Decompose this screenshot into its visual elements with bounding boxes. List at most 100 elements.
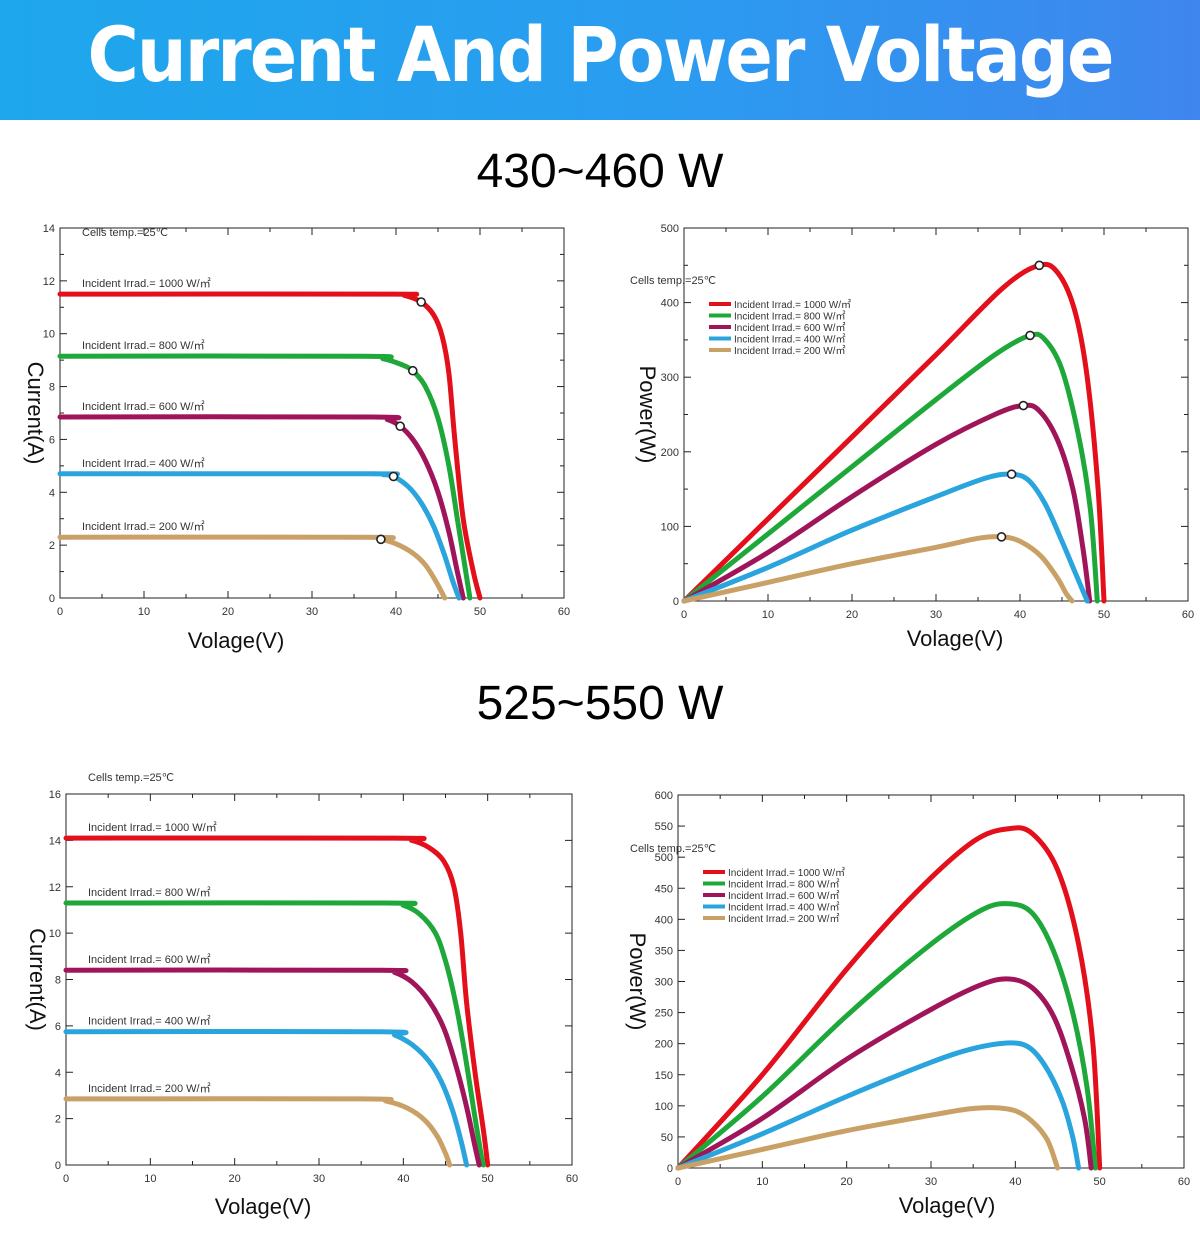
x-tick-label: 20 [229,1173,241,1185]
x-tick-label: 0 [675,1176,681,1188]
y-tick-label: 6 [55,1021,61,1033]
y-tick-label: 100 [655,1101,673,1113]
legend-label: Incident Irrad.= 600 W/㎡ [734,322,845,334]
series-label: Incident Irrad.= 1000 W/㎡ [88,821,217,834]
y-tick-label: 0 [49,593,55,605]
x-tick-label: 50 [482,1173,494,1185]
y-tick-label: 6 [49,434,55,446]
y-tick-label: 12 [43,276,55,288]
x-tick-label: 50 [474,606,486,618]
section-title-430-460: 430~460 W [476,145,724,198]
legend-label: Incident Irrad.= 200 W/㎡ [734,345,845,357]
y-tick-label: 0 [667,1163,673,1175]
x-tick-label: 60 [1178,1176,1190,1188]
y-tick-label: 500 [655,852,673,864]
legend-label: Incident Irrad.= 1000 W/㎡ [728,867,845,879]
y-tick-label: 500 [661,223,679,235]
y-tick-label: 0 [673,596,679,608]
y-tick-label: 600 [655,790,673,802]
y-tick-label: 4 [49,487,55,499]
mpp-marker [416,297,427,307]
mpp-marker [388,471,399,482]
mpp-marker [1006,469,1017,479]
iv-chart-525-550: 0 10 20 30 40 50 60 0 2 4 6 8 10 12 14 16 Volage(V) Curre… [25,772,578,1219]
legend-label: Incident Irrad.= 400 W/㎡ [728,902,839,914]
pv-chart-430-460: 0 10 20 30 40 50 60 0 100 200 300 400 500 Volage(V) Po… [630,223,1194,651]
series-label: Incident Irrad.= 600 W/㎡ [82,400,205,413]
y-tick-label: 10 [43,329,55,341]
x-tick-label: 20 [222,606,234,618]
series-line [675,1040,1082,1171]
x-tick-label: 40 [1014,609,1026,621]
cells-temp-annotation: Cells temp.=25℃ [630,275,716,287]
series-label: Incident Irrad.= 400 W/㎡ [88,1015,211,1028]
series-line [681,471,1090,604]
x-tick-label: 50 [1098,609,1110,621]
y-axis-label: Power(W) [625,933,650,1031]
y-tick-label: 16 [49,789,61,801]
section-title-525-550: 525~550 W [476,677,724,730]
banner-title: Current And Power Voltage [87,10,1114,100]
y-axis-label: Current(A) [25,928,50,1031]
x-tick-label: 60 [558,606,570,618]
y-tick-label: 8 [49,382,55,394]
series-label: Incident Irrad.= 800 W/㎡ [88,886,211,899]
y-tick-label: 12 [49,882,61,894]
series-line [681,331,1100,604]
series-line [675,901,1098,1171]
x-tick-label: 30 [930,609,942,621]
x-tick-label: 0 [681,609,687,621]
x-tick-label: 10 [144,1173,156,1185]
legend-label: Incident Irrad.= 800 W/㎡ [734,311,845,323]
x-axis-label: Volage(V) [188,628,285,653]
x-tick-label: 20 [841,1176,853,1188]
x-tick-label: 60 [1182,609,1194,621]
y-tick-label: 2 [49,540,55,552]
y-tick-label: 8 [55,975,61,987]
cells-temp-annotation: Cells temp.=25℃ [630,843,716,855]
y-axis-label: Power(W) [635,366,660,464]
series-line [63,835,491,1168]
x-axis-label: Volage(V) [899,1193,996,1218]
x-tick-label: 0 [63,1173,69,1185]
y-tick-label: 10 [49,928,61,940]
mpp-marker [1018,400,1029,411]
y-tick-label: 550 [655,821,673,833]
y-tick-label: 200 [655,1039,673,1051]
series-line [681,402,1093,604]
y-tick-label: 450 [655,883,673,895]
y-tick-label: 14 [43,223,55,235]
mpp-marker [376,534,386,545]
x-tick-label: 20 [846,609,858,621]
series-line [57,471,462,601]
plot-frame [65,793,573,1166]
series-line [681,534,1075,604]
series-label: Incident Irrad.= 600 W/㎡ [88,953,211,966]
series-line [63,967,482,1168]
x-tick-label: 30 [313,1173,325,1185]
y-tick-label: 4 [55,1067,61,1079]
series-line [57,291,483,601]
cells-temp-annotation: Cells temp.=25℃ [82,227,168,239]
mpp-marker [1034,260,1045,271]
x-axis-label: Volage(V) [907,626,1004,651]
y-tick-label: 200 [661,447,679,459]
x-tick-label: 50 [1094,1176,1106,1188]
legend-label: Incident Irrad.= 200 W/㎡ [728,913,839,925]
x-tick-label: 0 [57,606,63,618]
legend-label: Incident Irrad.= 600 W/㎡ [728,890,839,902]
x-tick-label: 30 [925,1176,937,1188]
title-banner: Current And Power Voltage [0,0,1200,120]
series-line [57,414,466,601]
x-tick-label: 10 [762,609,774,621]
series-label: Incident Irrad.= 800 W/㎡ [82,339,205,352]
iv-chart-430-460: 0 10 20 30 40 50 60 0 2 4 6 8 10 12 14 Volage(V) Current… [23,223,570,653]
mpp-marker [407,365,418,376]
series-line [63,1028,470,1168]
series-line [63,900,486,1168]
x-tick-label: 10 [138,606,150,618]
y-tick-label: 300 [661,372,679,384]
x-tick-label: 10 [756,1176,768,1188]
series-line [675,976,1094,1171]
series-line [675,1105,1060,1171]
